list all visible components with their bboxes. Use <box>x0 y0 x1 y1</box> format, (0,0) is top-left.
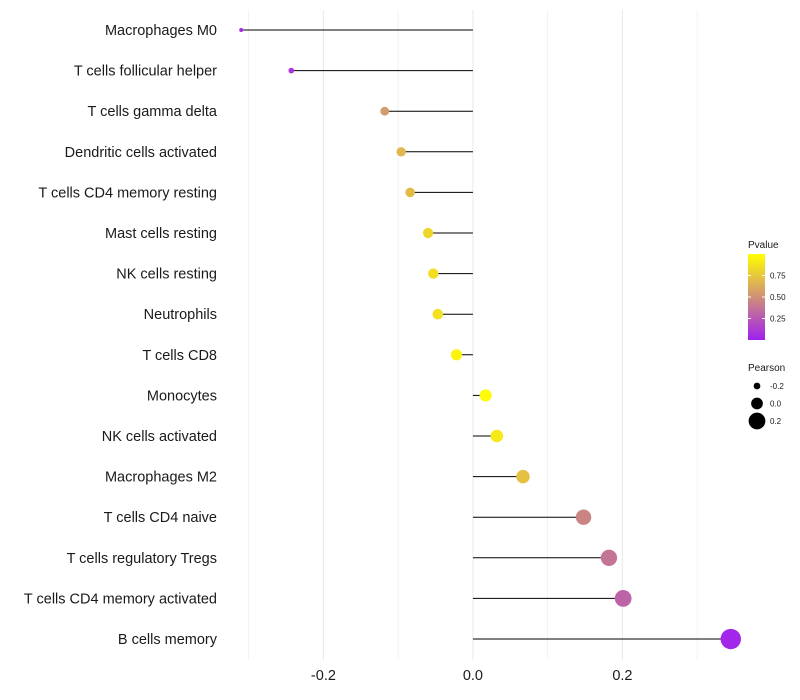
lollipop-point <box>516 469 530 484</box>
lollipop-point <box>450 349 463 361</box>
pearson-legend-dot <box>751 397 763 410</box>
lollipop-point <box>720 628 741 650</box>
x-tick-label: 0.2 <box>612 668 632 684</box>
category-label: T cells regulatory Tregs <box>67 551 217 567</box>
lollipop-point <box>428 268 439 279</box>
x-tick-label: -0.2 <box>311 668 336 684</box>
pearson-legend: Pearson -0.2 0.0 0.2 <box>748 363 785 430</box>
pvalue-legend: Pvalue 0.75 0.50 0.25 <box>748 240 786 340</box>
lollipop-point <box>614 590 632 607</box>
lollipop-point <box>422 227 434 239</box>
category-label: Dendritic cells activated <box>65 145 217 161</box>
pearson-legend-dot <box>753 382 761 390</box>
pearson-legend-label: 0.2 <box>770 417 782 426</box>
category-label: T cells CD4 memory activated <box>24 591 217 607</box>
lollipop-stems <box>241 29 731 640</box>
lollipop-points <box>239 28 741 650</box>
pearson-legend-title: Pearson <box>748 363 785 374</box>
pearson-legend-label: -0.2 <box>770 382 784 391</box>
grid-lines <box>248 10 698 660</box>
category-label: Mast cells resting <box>105 226 217 242</box>
x-axis-tick-labels: -0.2 0.0 0.2 <box>311 668 633 684</box>
pvalue-colorbar <box>748 254 765 340</box>
category-label: Neutrophils <box>144 307 217 323</box>
lollipop-point <box>239 28 244 32</box>
lollipop-point <box>396 147 406 157</box>
category-label: Macrophages M2 <box>105 470 217 486</box>
category-label: Macrophages M0 <box>105 23 217 39</box>
lollipop-point <box>600 549 618 566</box>
lollipop-point <box>405 187 415 198</box>
lollipop-point <box>432 308 444 320</box>
pvalue-legend-title: Pvalue <box>748 240 779 251</box>
pearson-legend-label: 0.0 <box>770 400 782 409</box>
lollipop-point <box>288 67 295 74</box>
category-label: Monocytes <box>147 388 217 404</box>
pvalue-legend-label: 0.25 <box>770 315 786 324</box>
category-label: NK cells activated <box>102 429 217 445</box>
category-label: T cells CD8 <box>142 348 217 364</box>
y-axis-labels: Macrophages M0 T cells follicular helper T… <box>24 23 218 648</box>
category-label: B cells memory <box>118 632 218 648</box>
category-label: T cells follicular helper <box>74 64 217 80</box>
lollipop-point <box>490 429 504 443</box>
x-tick-label: 0.0 <box>463 668 483 684</box>
category-label: T cells CD4 memory resting <box>38 185 217 201</box>
category-label: NK cells resting <box>116 267 217 283</box>
pvalue-legend-label: 0.50 <box>770 293 786 302</box>
pvalue-legend-label: 0.75 <box>770 272 786 281</box>
category-label: T cells gamma delta <box>88 104 218 120</box>
category-label: T cells CD4 naive <box>104 510 217 526</box>
pearson-legend-dot <box>748 412 766 430</box>
lollipop-point <box>479 389 492 402</box>
lollipop-point <box>575 509 592 525</box>
lollipop-point <box>380 106 390 116</box>
